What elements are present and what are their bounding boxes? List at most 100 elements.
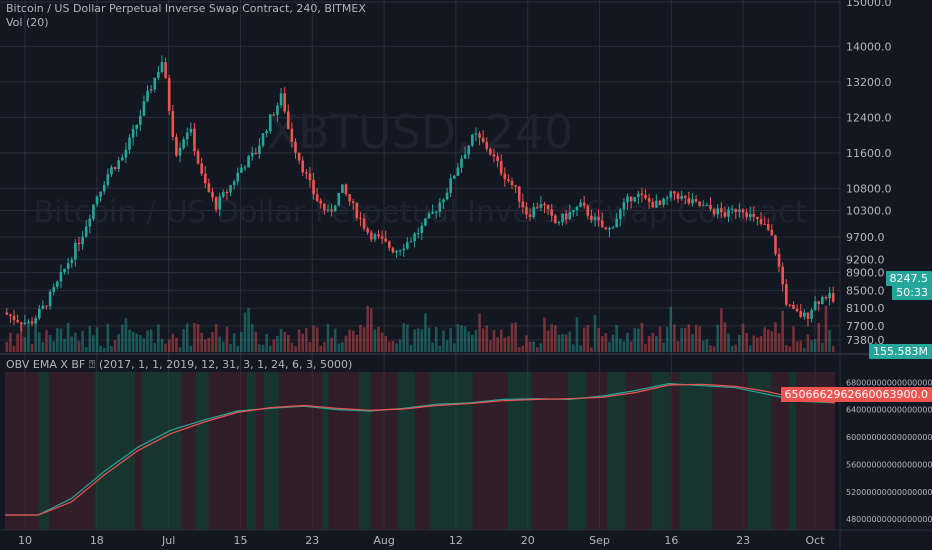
volume-bar <box>142 338 146 352</box>
candle-body <box>561 213 564 223</box>
signal-zone <box>141 372 182 530</box>
volume-bar <box>305 328 308 352</box>
volume-bar <box>297 329 301 352</box>
time-tick-label: 20 <box>521 534 535 547</box>
candle-body <box>821 296 824 305</box>
volume-bar <box>803 347 806 352</box>
watermark: XBTUSD, 240 Bitcoin / US Dollar Perpetua… <box>34 105 807 230</box>
signal-zone <box>94 372 136 530</box>
volume-bar <box>662 342 665 352</box>
signal-zone <box>328 372 359 530</box>
volume-bar <box>250 324 254 352</box>
candle-body <box>434 211 438 213</box>
candle-body <box>644 195 647 199</box>
candle-body <box>528 214 532 218</box>
time-axis[interactable]: 10 18 Jul 15 23 Aug 12 20 Sep 16 23 Oct <box>18 534 825 547</box>
price-tick-label: 13200.0 <box>846 76 892 89</box>
price-candles <box>5 55 835 332</box>
volume-bar <box>337 343 341 352</box>
volume-bar <box>644 344 647 352</box>
candle-body <box>683 195 687 199</box>
volume-bar <box>489 340 492 352</box>
candle-body <box>766 224 770 230</box>
candle-body <box>30 321 34 324</box>
volume-bar <box>427 327 431 352</box>
price-axis[interactable]: 15000.0 14000.0 13200.0 12400.0 11600.0 10800… <box>846 0 892 347</box>
volume-bar <box>831 346 835 352</box>
candle-body <box>438 202 442 212</box>
candle-body <box>243 167 247 169</box>
time-tick-label: 23 <box>736 534 750 547</box>
price-tick-label: 7380.0 <box>846 334 885 347</box>
volume-bar <box>384 335 388 352</box>
volume-bar <box>110 345 113 352</box>
candle-body <box>185 132 189 140</box>
candle-body <box>745 212 748 218</box>
candle-body <box>250 152 254 157</box>
candle-body <box>698 201 701 206</box>
candle-body <box>431 211 434 214</box>
candle-body <box>63 268 66 273</box>
volume-bar <box>676 341 680 352</box>
candle-body <box>720 208 723 213</box>
candle-body <box>326 209 330 211</box>
volume-bar <box>442 330 445 352</box>
volume-bar <box>683 327 687 352</box>
candle-body <box>705 204 709 206</box>
volume-bar <box>766 329 770 352</box>
volume-bar <box>651 332 655 352</box>
volume-bar <box>193 322 196 352</box>
volume-bar <box>550 324 554 352</box>
volume-bar <box>160 339 164 352</box>
candle-body <box>637 193 640 198</box>
candle-body <box>286 111 290 129</box>
obv-axis[interactable]: 6800000000000000000.0 6400000000000000000… <box>846 378 932 524</box>
time-tick-label: Oct <box>805 534 825 547</box>
signal-zone <box>625 372 652 530</box>
price-tick-label: 7700.0 <box>846 320 885 333</box>
volume-bar <box>705 339 709 352</box>
volume-bar <box>424 313 427 352</box>
candle-body <box>568 212 572 220</box>
candle-body <box>647 198 651 202</box>
volume-bar <box>128 329 131 352</box>
price-tick-label: 15000.0 <box>846 0 892 9</box>
volume-bar <box>185 323 189 352</box>
volume-bar <box>182 328 185 352</box>
time-tick-label: 15 <box>233 534 247 547</box>
volume-bar <box>637 328 640 352</box>
volume-bar <box>178 347 182 352</box>
volume-bar <box>633 327 637 352</box>
candle-body <box>84 226 88 237</box>
candle-body <box>557 222 561 224</box>
candle-body <box>380 236 384 239</box>
candle-body <box>806 312 810 319</box>
volume-bar <box>406 324 409 352</box>
candle-body <box>463 154 467 159</box>
volume-bar <box>824 305 828 352</box>
candle-body <box>305 172 308 174</box>
volume-bar <box>499 329 503 352</box>
candle-body <box>59 272 63 282</box>
candle-body <box>748 213 752 218</box>
candle-body <box>572 210 575 213</box>
candle-body <box>362 218 366 229</box>
volume-bar <box>590 347 593 352</box>
candle-body <box>489 148 492 155</box>
volume-bar <box>467 331 471 352</box>
candle-body <box>23 322 27 324</box>
time-tick-label: Jul <box>161 534 175 547</box>
candle-body <box>579 202 582 207</box>
candle-body <box>831 293 835 302</box>
volume-bar <box>369 308 373 352</box>
candle-body <box>272 114 276 116</box>
candle-body <box>258 145 261 155</box>
volume-bar <box>214 324 218 352</box>
last-price-tag: 8247.5 <box>885 271 932 286</box>
candle-body <box>131 128 135 138</box>
signal-zone <box>651 372 671 530</box>
volume-bar <box>16 333 19 352</box>
candle-body <box>669 191 673 198</box>
candle-body <box>160 62 164 73</box>
